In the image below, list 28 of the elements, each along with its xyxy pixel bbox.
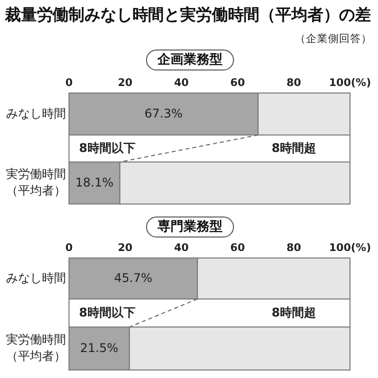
y-tick-label: 実労働時間（平均者）: [6, 167, 66, 198]
chart-subtitle: 企画業務型: [156, 52, 222, 68]
x-tick-label: 20: [118, 242, 133, 254]
x-tick-label: 100(%): [328, 76, 372, 89]
x-tick-label: 80: [286, 76, 302, 89]
x-tick-label: 60: [230, 76, 245, 89]
x-tick-label: 0: [65, 76, 73, 89]
series-label: 8時間超: [272, 305, 316, 320]
y-tick-label: 実労働時間（平均者）: [6, 332, 66, 363]
x-tick-label: 100(%): [328, 242, 372, 254]
text: （企業側回答）: [295, 33, 372, 45]
data-label: 18.1%: [75, 175, 114, 190]
series-label: 8時間超: [272, 140, 316, 155]
x-tick-label: 20: [118, 76, 133, 89]
series-label: 8時間以下: [79, 140, 136, 155]
data-label: 45.7%: [114, 270, 152, 285]
chart-subtitle: 専門業務型: [156, 218, 222, 235]
series-label: 8時間以下: [79, 305, 136, 320]
data-label: 21.5%: [80, 340, 118, 355]
x-tick-label: 40: [174, 242, 189, 254]
x-tick-label: 0: [65, 242, 73, 254]
x-tick-label: 40: [174, 76, 189, 89]
chart-title: 裁量労働制みなし時間と実労働時間（平均者）の差: [4, 5, 373, 24]
data-label: 67.3%: [144, 106, 183, 120]
x-tick-label: 80: [286, 242, 302, 254]
y-tick-label: みなし時間: [6, 270, 66, 285]
y-tick-label: みなし時間: [6, 106, 66, 120]
x-tick-label: 60: [230, 242, 245, 254]
